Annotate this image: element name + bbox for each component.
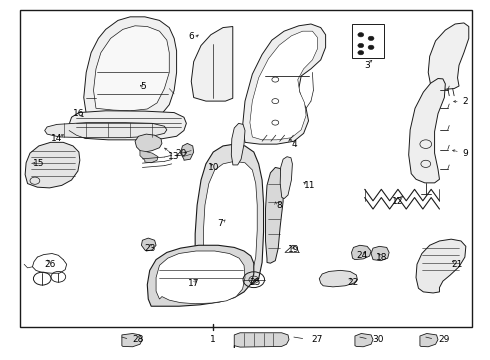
Text: 23: 23 <box>144 244 155 253</box>
Text: 29: 29 <box>438 335 449 344</box>
Text: 28: 28 <box>133 335 144 344</box>
Text: 13: 13 <box>169 152 180 161</box>
Polygon shape <box>156 251 245 304</box>
Text: 1: 1 <box>210 335 216 344</box>
Text: 16: 16 <box>73 109 85 118</box>
Bar <box>20 10 472 327</box>
Polygon shape <box>280 157 293 199</box>
Text: 7: 7 <box>217 219 223 228</box>
Bar <box>352 24 384 58</box>
Polygon shape <box>180 143 194 160</box>
Text: 6: 6 <box>189 32 195 41</box>
Polygon shape <box>250 31 318 140</box>
Text: 14: 14 <box>51 134 63 143</box>
Text: 3: 3 <box>364 61 370 70</box>
Polygon shape <box>195 144 264 286</box>
Text: 17: 17 <box>188 279 199 288</box>
Polygon shape <box>243 24 326 144</box>
Text: 9: 9 <box>463 149 468 158</box>
Text: 26: 26 <box>44 260 55 269</box>
Circle shape <box>368 36 374 41</box>
Polygon shape <box>25 142 80 188</box>
Circle shape <box>368 45 374 49</box>
Polygon shape <box>135 134 162 152</box>
Polygon shape <box>266 167 283 263</box>
Polygon shape <box>84 17 176 120</box>
Polygon shape <box>191 27 233 101</box>
Polygon shape <box>420 333 438 347</box>
Polygon shape <box>45 123 167 138</box>
Text: 20: 20 <box>176 149 187 158</box>
Text: 12: 12 <box>392 197 403 206</box>
Polygon shape <box>351 245 371 260</box>
Text: 11: 11 <box>304 181 315 190</box>
Circle shape <box>358 43 364 48</box>
Polygon shape <box>428 23 469 89</box>
Text: 24: 24 <box>357 251 368 260</box>
Polygon shape <box>234 333 289 348</box>
Text: 25: 25 <box>249 278 261 287</box>
Polygon shape <box>142 238 156 251</box>
Polygon shape <box>140 150 158 163</box>
Polygon shape <box>203 161 257 279</box>
Text: 18: 18 <box>376 253 388 262</box>
Text: 5: 5 <box>140 82 146 91</box>
Circle shape <box>358 33 364 37</box>
Text: 15: 15 <box>32 159 44 168</box>
Text: 8: 8 <box>277 201 283 210</box>
Text: 30: 30 <box>372 335 384 344</box>
Text: 21: 21 <box>452 260 463 269</box>
Text: 27: 27 <box>311 335 322 344</box>
Polygon shape <box>69 111 186 140</box>
Polygon shape <box>355 333 373 347</box>
Polygon shape <box>409 78 445 183</box>
Polygon shape <box>371 246 389 261</box>
Polygon shape <box>319 270 357 287</box>
Text: 4: 4 <box>292 140 297 149</box>
Polygon shape <box>231 123 245 165</box>
Polygon shape <box>94 26 169 111</box>
Text: 10: 10 <box>208 163 220 172</box>
Polygon shape <box>122 333 143 347</box>
Text: 22: 22 <box>347 278 358 287</box>
Polygon shape <box>147 245 254 306</box>
Polygon shape <box>416 239 466 293</box>
Circle shape <box>358 50 364 55</box>
Text: 2: 2 <box>463 96 468 105</box>
Text: 19: 19 <box>288 246 299 255</box>
